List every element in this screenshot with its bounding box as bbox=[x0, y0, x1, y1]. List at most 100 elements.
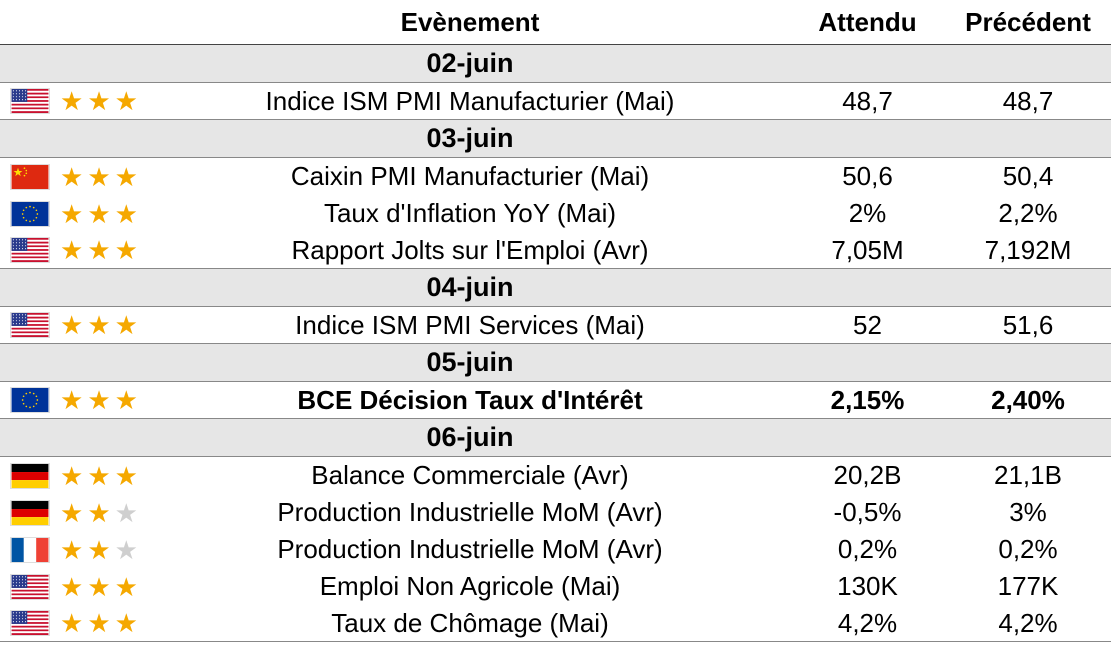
flag-cell bbox=[0, 88, 60, 114]
expected-value: 0,2% bbox=[837, 534, 898, 564]
expected-value: 7,05M bbox=[831, 234, 904, 265]
star-icon: ★ bbox=[60, 608, 84, 638]
expected-value: 52 bbox=[853, 309, 882, 340]
star-icon: ★ bbox=[87, 310, 111, 340]
flag-cell bbox=[0, 573, 60, 600]
previous-value: 177K bbox=[997, 571, 1059, 601]
previous-value: 2,2% bbox=[998, 198, 1058, 228]
star-icon: ★ bbox=[114, 460, 138, 491]
previous-value: 21,1B bbox=[994, 460, 1062, 490]
star-icon: ★ bbox=[114, 161, 138, 192]
date-label: 04-juin bbox=[426, 272, 514, 302]
expected-value: 48,7 bbox=[842, 85, 893, 116]
importance-stars: ★ ★ ★ bbox=[60, 463, 150, 489]
flag-cell bbox=[0, 200, 60, 227]
date-row: 06-juin bbox=[0, 419, 1111, 457]
previous-value: 0,2% bbox=[998, 534, 1058, 564]
date-label: 02-juin bbox=[426, 48, 514, 78]
us-flag-icon bbox=[10, 237, 50, 263]
importance-stars: ★ ★ ★ bbox=[60, 537, 150, 563]
importance-stars: ★ ★ ★ bbox=[60, 201, 150, 227]
table-header: Evènement Attendu Précédent bbox=[0, 0, 1111, 45]
table-row: ★ ★ ★ Taux d'Inflation YoY (Mai) 2% 2,2% bbox=[0, 195, 1111, 232]
eu-flag-icon bbox=[10, 200, 50, 227]
expected-value: 20,2B bbox=[833, 460, 902, 490]
date-label: 05-juin bbox=[426, 347, 514, 377]
table-row: ★ ★ ★ BCE Décision Taux d'Intérêt 2,15% 2,40% bbox=[0, 382, 1111, 419]
flag-cell bbox=[0, 499, 60, 526]
importance-stars: ★ ★ ★ bbox=[60, 164, 150, 190]
us-flag-icon bbox=[10, 573, 50, 600]
event-name: Production Industrielle MoM (Avr) bbox=[277, 534, 663, 564]
star-icon: ★ bbox=[87, 534, 111, 565]
star-icon: ★ bbox=[60, 534, 84, 565]
table-row: ★ ★ ★ Production Industrielle MoM (Avr) 0,2%… bbox=[0, 531, 1111, 568]
star-icon: ★ bbox=[114, 86, 138, 116]
table-row: ★ ★ ★ Indice ISM PMI Services (Mai) 52 51,6 bbox=[0, 307, 1111, 344]
star-icon: ★ bbox=[60, 86, 84, 116]
eu-flag-icon bbox=[10, 387, 50, 413]
header-previous: Précédent bbox=[965, 6, 1091, 37]
table-row: ★ ★ ★ Taux de Chômage (Mai) 4,2% 4,2% bbox=[0, 605, 1111, 642]
flag-cell bbox=[0, 237, 60, 263]
table-row: ★ ★ ★ Rapport Jolts sur l'Emploi (Avr) 7,05M… bbox=[0, 232, 1111, 269]
event-name: Indice ISM PMI Manufacturier (Mai) bbox=[265, 85, 675, 116]
star-icon: ★ bbox=[87, 608, 111, 638]
importance-stars: ★ ★ ★ bbox=[60, 312, 150, 338]
previous-value: 50,4 bbox=[1002, 161, 1054, 191]
importance-stars: ★ ★ ★ bbox=[60, 574, 150, 600]
star-icon: ★ bbox=[114, 534, 138, 565]
star-icon: ★ bbox=[60, 385, 84, 415]
importance-stars: ★ ★ ★ bbox=[60, 387, 150, 413]
flag-cell bbox=[0, 312, 60, 338]
star-icon: ★ bbox=[114, 198, 138, 229]
date-row: 04-juin bbox=[0, 269, 1111, 307]
table-row: ★ ★ ★ Production Industrielle MoM (Avr) -0,5… bbox=[0, 494, 1111, 531]
us-flag-icon bbox=[10, 312, 50, 338]
date-row: 03-juin bbox=[0, 120, 1111, 158]
flag-cell bbox=[0, 163, 60, 190]
expected-value: 130K bbox=[837, 571, 898, 601]
event-name: Production Industrielle MoM (Avr) bbox=[277, 497, 663, 527]
event-name: Emploi Non Agricole (Mai) bbox=[319, 571, 621, 601]
cn-flag-icon bbox=[10, 163, 50, 190]
flag-cell bbox=[0, 387, 60, 413]
table-row: ★ ★ ★ Emploi Non Agricole (Mai) 130K 177K bbox=[0, 568, 1111, 605]
expected-value: 2,15% bbox=[830, 384, 905, 415]
previous-value: 51,6 bbox=[1002, 309, 1054, 340]
star-icon: ★ bbox=[114, 310, 138, 340]
header-expected: Attendu bbox=[818, 6, 917, 37]
star-icon: ★ bbox=[60, 310, 84, 340]
star-icon: ★ bbox=[87, 497, 111, 528]
star-icon: ★ bbox=[114, 497, 138, 528]
importance-stars: ★ ★ ★ bbox=[60, 500, 150, 526]
star-icon: ★ bbox=[60, 460, 84, 491]
expected-value: 50,6 bbox=[842, 161, 893, 191]
previous-value: 7,192M bbox=[984, 234, 1072, 265]
star-icon: ★ bbox=[87, 235, 111, 265]
star-icon: ★ bbox=[114, 235, 138, 265]
event-name: Caixin PMI Manufacturier (Mai) bbox=[290, 161, 650, 191]
us-flag-icon bbox=[10, 88, 50, 114]
table-row: ★ ★ ★ Indice ISM PMI Manufacturier (Mai) 48,… bbox=[0, 83, 1111, 120]
expected-value: 2% bbox=[848, 198, 887, 228]
star-icon: ★ bbox=[60, 198, 84, 229]
importance-stars: ★ ★ ★ bbox=[60, 237, 150, 263]
importance-stars: ★ ★ ★ bbox=[60, 610, 150, 636]
star-icon: ★ bbox=[60, 571, 84, 602]
star-icon: ★ bbox=[114, 608, 138, 638]
us-flag-icon bbox=[10, 610, 50, 636]
previous-value: 48,7 bbox=[1002, 85, 1054, 116]
star-icon: ★ bbox=[87, 198, 111, 229]
table-body: 02-juin ★ ★ ★ Indice ISM PMI Manufacturier (… bbox=[0, 45, 1111, 642]
fr-flag-icon bbox=[10, 536, 50, 563]
event-name: Taux d'Inflation YoY (Mai) bbox=[323, 198, 617, 228]
header-event: Evènement bbox=[400, 6, 540, 37]
date-row: 05-juin bbox=[0, 344, 1111, 382]
date-label: 03-juin bbox=[426, 123, 514, 153]
date-row: 02-juin bbox=[0, 45, 1111, 83]
de-flag-icon bbox=[10, 499, 50, 526]
expected-value: 4,2% bbox=[837, 607, 898, 638]
flag-cell bbox=[0, 536, 60, 563]
table-row: ★ ★ ★ Caixin PMI Manufacturier (Mai) 50,6 50,… bbox=[0, 158, 1111, 195]
